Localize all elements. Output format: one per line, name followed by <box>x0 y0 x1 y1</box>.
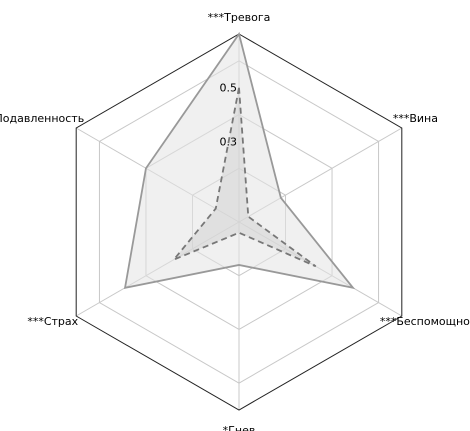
axis-label: ***Тревога <box>208 11 271 24</box>
radial-tick-label: 0.3 <box>220 135 238 148</box>
grid-ring <box>98 60 380 384</box>
axis-label: ***Вина <box>393 112 438 125</box>
axis-label: ***Подавленность <box>0 112 84 125</box>
axis-label: *Гнев <box>223 424 256 431</box>
axis-label: ***Страх <box>27 315 78 328</box>
outer-frame <box>75 33 403 411</box>
series-dashed-polygon <box>173 87 317 268</box>
radial-tick-label: 0.5 <box>220 82 238 95</box>
label-layer: 0.3 0.5 ***Тревога ***Вина ***Беспомощность *… <box>0 11 470 431</box>
series-layer <box>123 31 356 290</box>
axis-label: ***Беспомощность <box>380 315 470 328</box>
